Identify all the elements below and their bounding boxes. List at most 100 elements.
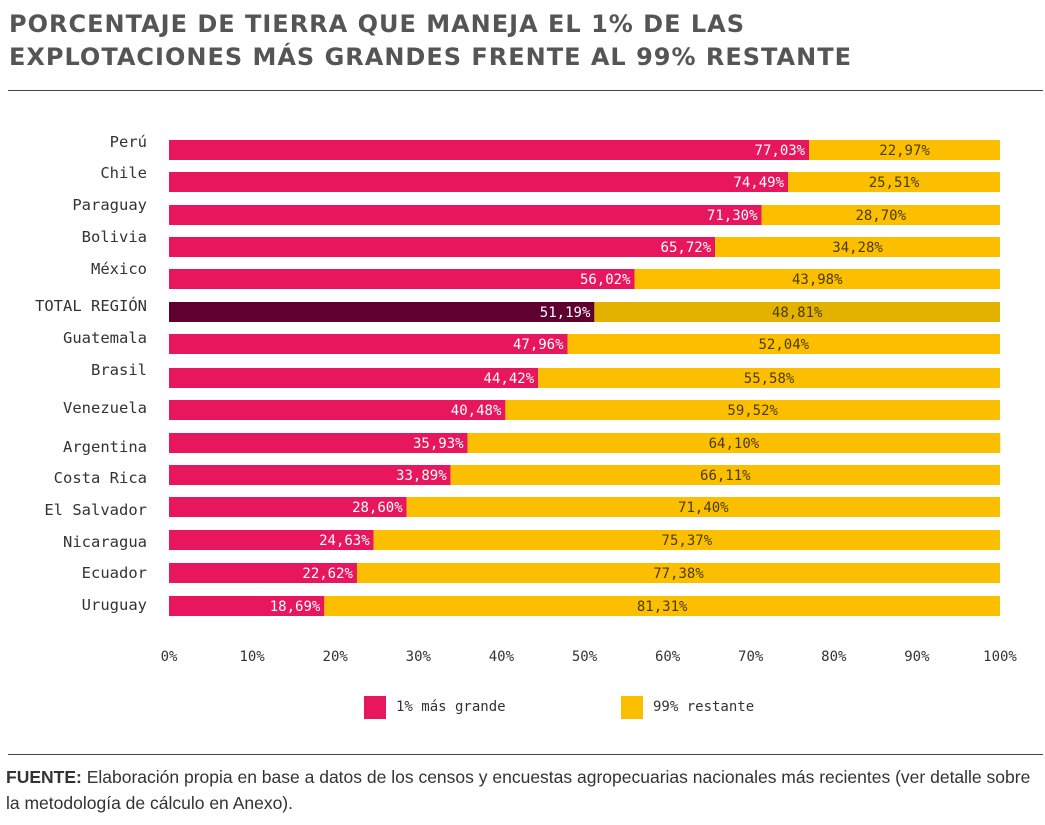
data-label-99pct: 25,51%: [869, 175, 920, 191]
bar-segment-1pct: [169, 205, 762, 225]
x-tick-label: 100%: [983, 649, 1017, 665]
data-label-1pct: 65,72%: [661, 240, 712, 256]
data-label-99pct: 75,37%: [662, 533, 713, 549]
data-label-1pct: 77,03%: [755, 143, 806, 159]
bar-segment-99pct: [567, 334, 1000, 354]
data-label-99pct: 43,98%: [792, 272, 843, 288]
chart-title-line-1: PORCENTAJE DE TIERRA QUE MANEJA EL 1% DE…: [9, 10, 745, 38]
data-label-99pct: 22,97%: [879, 143, 930, 159]
bar-segment-99pct: [594, 302, 1000, 322]
category-label: Argentina: [63, 438, 147, 456]
bar-segment-99pct: [538, 368, 1000, 388]
data-label-1pct: 18,69%: [270, 599, 321, 615]
data-label-1pct: 44,42%: [484, 371, 535, 387]
data-label-99pct: 48,81%: [772, 305, 823, 321]
stacked-bar-chart: Perú 77,03% 22,97% Chile 74,49% 25,51% Paragua…: [35, 133, 1017, 665]
bar-segment-1pct: [169, 563, 357, 583]
data-label-1pct: 35,93%: [413, 436, 464, 452]
bar-segment-1pct: [169, 302, 595, 322]
category-label: El Salvador: [44, 501, 147, 519]
data-label-99pct: 28,70%: [855, 208, 906, 224]
source-divider: [8, 754, 1043, 755]
category-label: Brasil: [91, 361, 147, 379]
bar-segment-1pct: [169, 400, 506, 420]
chart-title-line-2: EXPLOTACIONES MÁS GRANDES FRENTE AL 99% …: [9, 43, 852, 71]
x-tick-label: 0%: [161, 649, 178, 665]
bar-segment-1pct: [169, 530, 374, 550]
data-label-1pct: 33,89%: [396, 468, 447, 484]
x-tick-label: 30%: [406, 649, 432, 665]
category-label: Venezuela: [63, 399, 147, 417]
data-label-1pct: 40,48%: [451, 403, 502, 419]
chart-title: PORCENTAJE DE TIERRA QUE MANEJA EL 1% DE…: [9, 8, 1029, 74]
x-tick-label: 50%: [572, 649, 598, 665]
category-label: México: [91, 260, 147, 278]
data-label-99pct: 55,58%: [744, 371, 795, 387]
category-label: Costa Rica: [54, 469, 147, 487]
data-label-1pct: 24,63%: [319, 533, 370, 549]
data-label-1pct: 74,49%: [733, 175, 784, 191]
data-label-1pct: 28,60%: [352, 500, 403, 516]
data-label-99pct: 66,11%: [700, 468, 751, 484]
bar-segment-1pct: [169, 140, 810, 160]
bar-segment-99pct: [406, 497, 1000, 517]
bar-segment-1pct: [169, 237, 716, 257]
legend-label-99pct: 99% restante: [653, 699, 755, 715]
data-label-99pct: 52,04%: [758, 337, 809, 353]
x-tick-label: 90%: [904, 649, 930, 665]
bar-segment-99pct: [788, 172, 1000, 192]
category-label: Nicaragua: [63, 533, 147, 551]
data-label-99pct: 34,28%: [832, 240, 883, 256]
data-label-99pct: 81,31%: [637, 599, 688, 615]
data-label-1pct: 47,96%: [513, 337, 564, 353]
x-tick-label: 40%: [489, 649, 515, 665]
category-label: Guatemala: [63, 329, 147, 347]
x-tick-label: 60%: [655, 649, 681, 665]
bar-segment-1pct: [169, 172, 789, 192]
category-label: Paraguay: [72, 196, 147, 214]
legend-swatch-99pct: [621, 695, 643, 719]
bar-segment-99pct: [505, 400, 1000, 420]
bar-segment-99pct: [634, 269, 1000, 289]
bar-segment-99pct: [715, 237, 1000, 257]
bar-segment-99pct: [324, 596, 1000, 616]
data-label-1pct: 71,30%: [707, 208, 758, 224]
bar-segment-1pct: [169, 334, 568, 354]
category-label: Ecuador: [82, 564, 147, 582]
legend-item-99pct: 99% restante: [621, 694, 754, 720]
bar-segment-1pct: [169, 596, 325, 616]
category-label: Uruguay: [82, 596, 147, 614]
category-label: TOTAL REGIÓN: [35, 296, 147, 315]
bar-segment-99pct: [809, 140, 1000, 160]
data-label-99pct: 71,40%: [678, 500, 729, 516]
source-label: FUENTE:: [6, 767, 82, 787]
category-label: Bolivia: [82, 228, 147, 246]
x-tick-label: 10%: [239, 649, 265, 665]
source-text: Elaboración propia en base a datos de lo…: [6, 767, 1031, 813]
bar-segment-1pct: [169, 497, 407, 517]
category-label: Perú: [110, 133, 147, 151]
data-label-99pct: 77,38%: [653, 566, 704, 582]
legend-swatch-1pct: [364, 695, 386, 719]
bar-segment-99pct: [373, 530, 1000, 550]
bar-segment-1pct: [169, 269, 635, 289]
bar-segment-99pct: [761, 205, 1000, 225]
category-label: Chile: [100, 164, 147, 182]
bar-segment-99pct: [356, 563, 1001, 583]
x-tick-label: 20%: [323, 649, 349, 665]
legend-item-1pct: 1% más grande: [364, 694, 506, 720]
bar-segment-1pct: [169, 433, 468, 453]
x-tick-label: 70%: [738, 649, 764, 665]
data-label-1pct: 56,02%: [580, 272, 631, 288]
source-note: FUENTE: Elaboración propia en base a dat…: [6, 764, 1041, 816]
data-label-99pct: 59,52%: [727, 403, 778, 419]
x-tick-label: 80%: [821, 649, 847, 665]
bar-segment-1pct: [169, 368, 539, 388]
bar-segment-99pct: [467, 433, 1001, 453]
legend-label-1pct: 1% más grande: [396, 699, 506, 715]
data-label-1pct: 22,62%: [302, 566, 353, 582]
bar-segment-1pct: [169, 465, 451, 485]
title-divider: [8, 90, 1043, 91]
data-label-1pct: 51,19%: [540, 305, 591, 321]
bar-segment-99pct: [450, 465, 1001, 485]
